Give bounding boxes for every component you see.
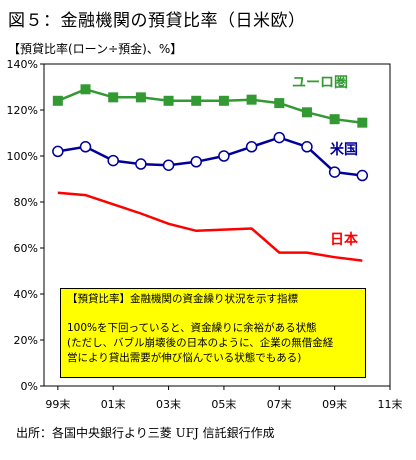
data-point bbox=[162, 159, 175, 171]
data-point bbox=[218, 95, 229, 106]
note-line-2: (ただし、バブル崩壊後の日本のように、企業の無借金経 bbox=[67, 337, 334, 349]
series-label: ユーロ圏 bbox=[292, 75, 348, 91]
y-axis: 0% 20% 40% 60% 80% 100% 120% 140% bbox=[7, 58, 44, 393]
y-tick-label: 0% bbox=[21, 380, 38, 393]
x-axis: 99末 01末 03末 05末 07末 09末 11末 bbox=[45, 386, 403, 411]
data-point bbox=[52, 145, 64, 158]
y-tick-label: 60% bbox=[14, 242, 38, 255]
data-point bbox=[273, 131, 286, 144]
data-point bbox=[107, 154, 119, 167]
y-tick-label: 40% bbox=[14, 288, 38, 301]
series-line bbox=[57, 191, 363, 262]
data-point bbox=[246, 94, 257, 105]
data-point bbox=[218, 150, 230, 162]
data-point bbox=[274, 98, 285, 109]
data-point bbox=[52, 95, 63, 106]
source-note: 出所：各国中央銀行より三菱 UFJ 信託銀行作成 bbox=[16, 426, 275, 440]
data-point bbox=[80, 84, 91, 95]
data-point bbox=[329, 114, 340, 125]
note-line-3: 営により貸出需要が伸び悩んでいる状態でもある) bbox=[67, 352, 302, 364]
data-point bbox=[135, 158, 147, 170]
x-tick-label: 09末 bbox=[322, 397, 347, 411]
y-tick-label: 80% bbox=[14, 196, 38, 209]
data-point bbox=[190, 156, 202, 168]
data-point bbox=[79, 141, 92, 153]
data-point bbox=[191, 95, 202, 106]
data-point bbox=[301, 107, 312, 118]
data-point bbox=[108, 92, 119, 103]
data-point bbox=[357, 117, 368, 128]
data-point bbox=[328, 166, 341, 178]
y-tick-label: 20% bbox=[14, 334, 38, 347]
figure-title: 図５：金融機関の預貸比率（日米欧） bbox=[8, 11, 306, 31]
x-tick-label: 99末 bbox=[45, 397, 70, 411]
x-tick-label: 03末 bbox=[156, 397, 181, 411]
series-layer bbox=[52, 84, 369, 262]
series-label: 米国 bbox=[330, 141, 358, 158]
series-label: 日本 bbox=[330, 231, 359, 248]
note-line-1: 100%を下回っていると、資金繰りに余裕がある状態 bbox=[67, 322, 317, 334]
note-box: 【預貸比率】金融機関の資金繰り状況を示す指標 100%を下回っていると、資金繰り… bbox=[60, 288, 366, 378]
data-point bbox=[356, 169, 369, 182]
y-tick-label: 120% bbox=[7, 104, 38, 117]
y-tick-label: 100% bbox=[7, 150, 38, 163]
unit-label: 【預貸比率(ローン÷預金)、%】 bbox=[8, 42, 183, 56]
note-heading: 【預貸比率】金融機関の資金繰り状況を示す指標 bbox=[67, 293, 298, 305]
data-point bbox=[301, 141, 313, 153]
x-tick-label: 01末 bbox=[101, 397, 126, 411]
x-tick-label: 11末 bbox=[378, 397, 403, 411]
x-tick-label: 05末 bbox=[211, 397, 236, 411]
data-point bbox=[245, 141, 258, 153]
data-point bbox=[135, 92, 146, 103]
data-point bbox=[163, 95, 174, 106]
x-tick-label: 07末 bbox=[267, 397, 292, 411]
y-tick-label: 140% bbox=[7, 58, 38, 71]
